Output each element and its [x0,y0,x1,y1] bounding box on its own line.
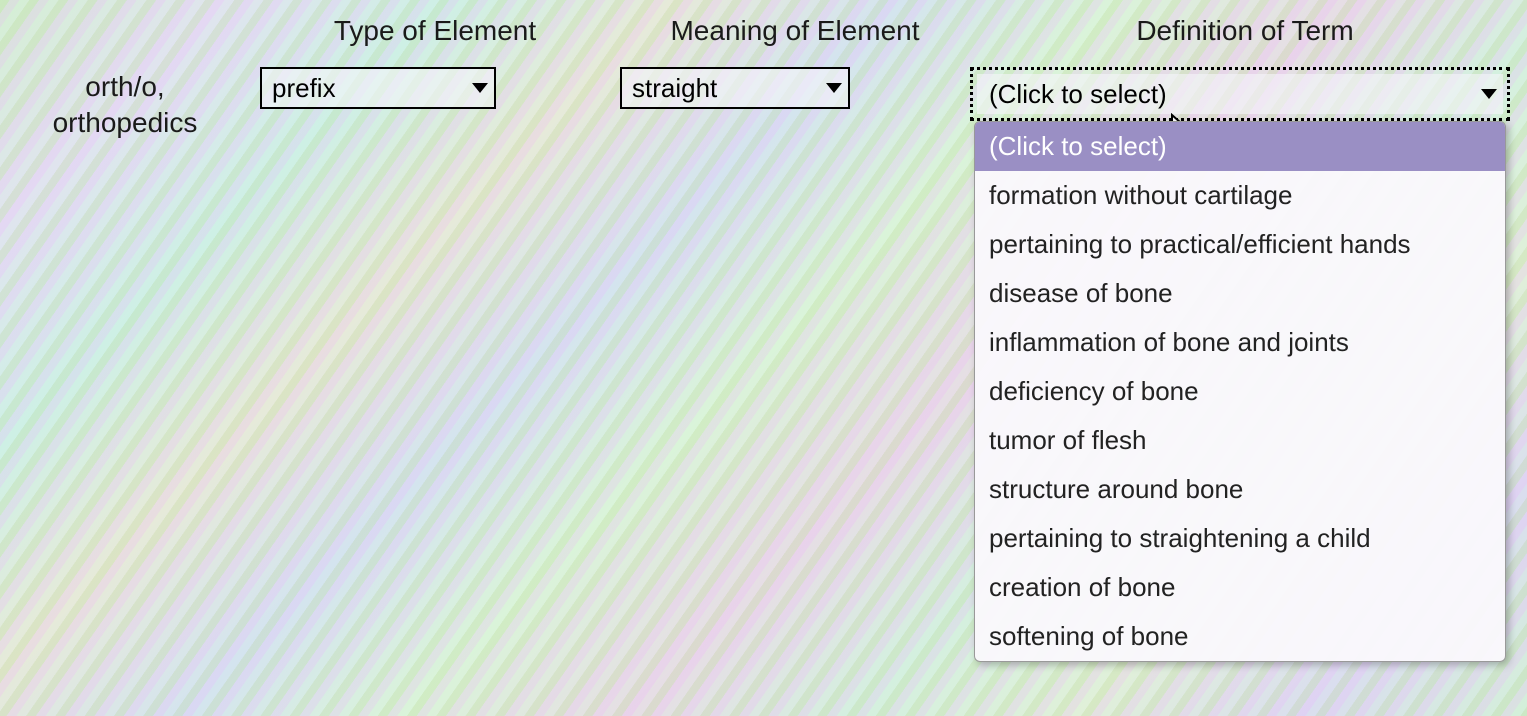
type-select[interactable]: prefix [260,67,496,109]
chevron-down-icon [1481,89,1497,99]
meaning-cell: straight [620,67,970,109]
definition-option[interactable]: pertaining to straightening a child [975,514,1505,563]
definition-option[interactable]: deficiency of bone [975,367,1505,416]
definition-option[interactable]: tumor of flesh [975,416,1505,465]
term-line-2: orthopedics [53,107,198,138]
chevron-down-icon [472,83,488,93]
term-line-1: orth/o, [85,71,164,102]
definition-select[interactable]: (Click to select) [977,74,1503,114]
meaning-select[interactable]: straight [620,67,850,109]
type-cell: prefix [250,67,620,109]
data-row: orth/o, orthopedics prefix straight (Cli… [0,67,1527,142]
definition-option[interactable]: softening of bone [975,612,1505,661]
type-select-value: prefix [272,73,336,104]
definition-select-focus-ring: (Click to select) [970,67,1510,121]
chevron-down-icon [826,83,842,93]
definition-option[interactable]: disease of bone [975,269,1505,318]
definition-option[interactable]: (Click to select) [975,122,1505,171]
header-term-blank [0,10,250,35]
definition-option[interactable]: formation without cartilage [975,171,1505,220]
header-type: Type of Element [250,10,620,67]
definition-option[interactable]: inflammation of bone and joints [975,318,1505,367]
quiz-container: Type of Element Meaning of Element Defin… [0,0,1527,142]
meaning-select-value: straight [632,73,717,104]
header-meaning: Meaning of Element [620,10,970,67]
header-row: Type of Element Meaning of Element Defin… [0,10,1527,67]
definition-option[interactable]: pertaining to practical/efficient hands [975,220,1505,269]
header-definition: Definition of Term [970,10,1520,67]
definition-option[interactable]: creation of bone [975,563,1505,612]
definition-option[interactable]: structure around bone [975,465,1505,514]
definition-dropdown-list: (Click to select)formation without carti… [974,121,1506,662]
definition-cell: (Click to select) (Click to select)forma… [970,67,1520,121]
definition-select-value: (Click to select) [989,79,1167,110]
term-label: orth/o, orthopedics [0,67,250,142]
